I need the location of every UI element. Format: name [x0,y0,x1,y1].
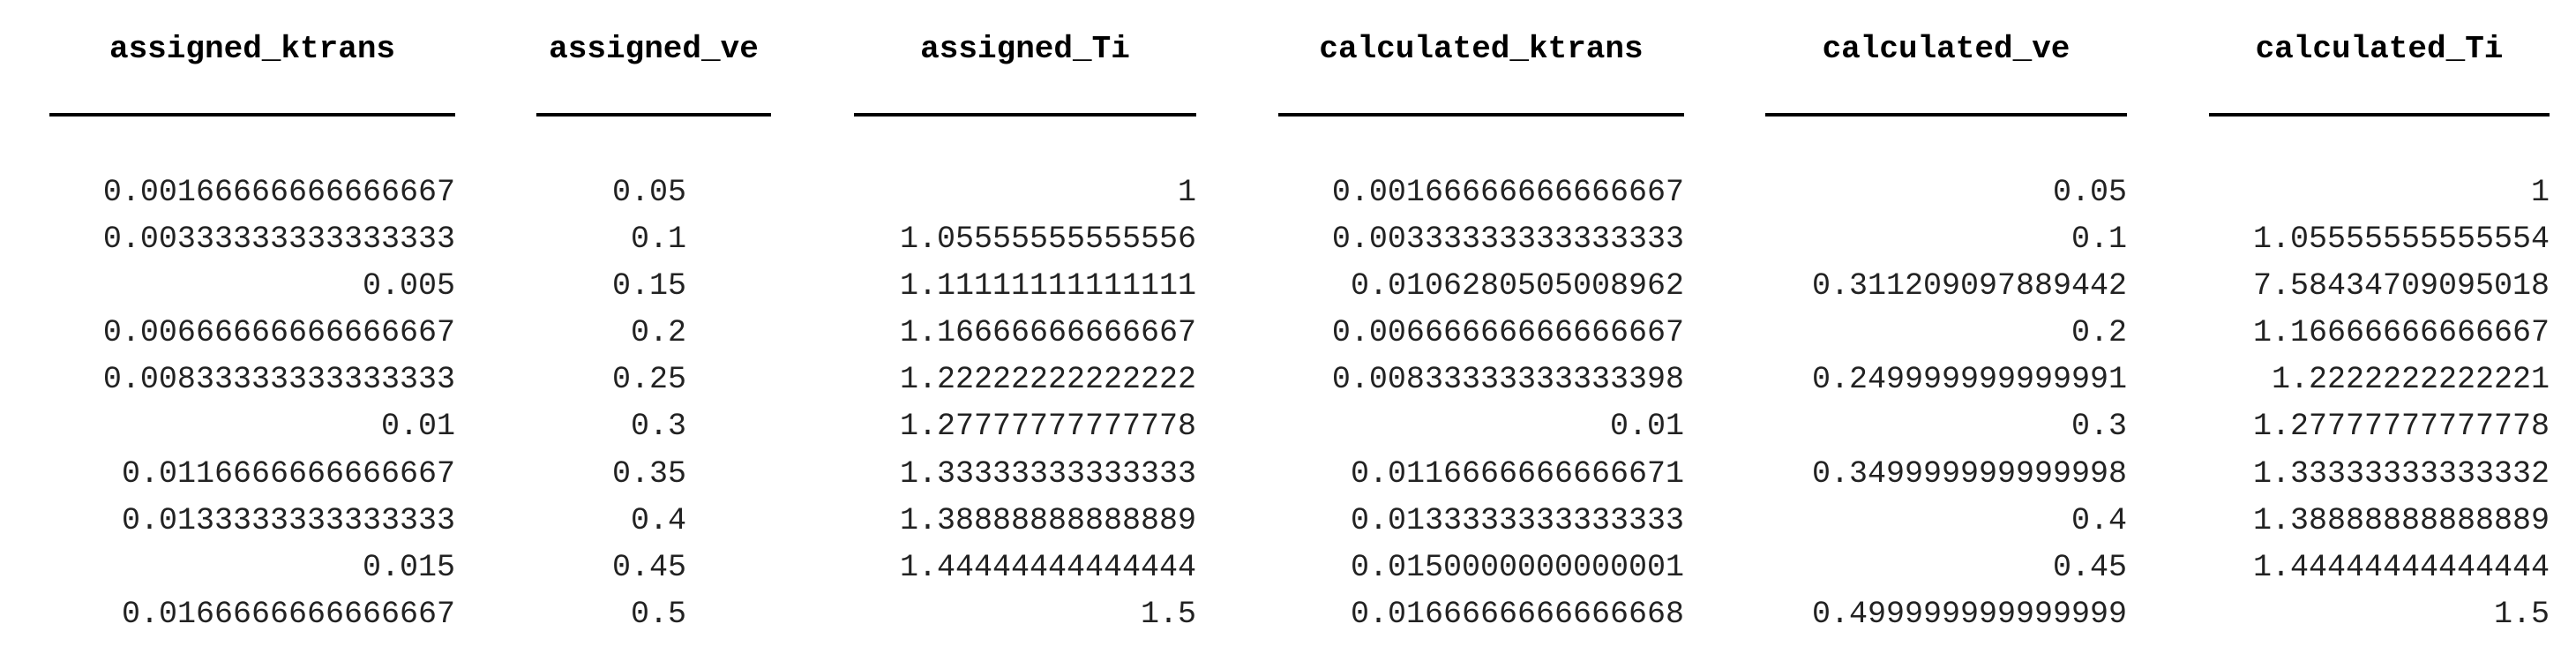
table-cell: 0.015 [362,549,455,585]
column-header: assigned_ktrans [109,31,396,67]
table-cell: 1.44444444444444 [2252,549,2550,585]
table-cell: 0.3 [630,409,686,445]
table-cell: 0.01 [1609,409,1684,445]
table-cell: 0.249999999999991 [1811,362,2127,398]
column-cells: 0.00166666666666667 0.00333333333333333 … [49,169,455,638]
column-cells: 0.00166666666666667 0.00333333333333333 … [1278,169,1684,638]
table-cell: 1.22222222222222 [899,362,1196,398]
table-cell: 0.00333333333333333 [1331,222,1684,258]
column-header: assigned_ve [549,31,759,67]
table-cell: 1.16666666666667 [2252,315,2550,351]
column-cells: 1 1.05555555555556 1.11111111111111 1.16… [854,169,1196,638]
table-cell: 1.27777777777778 [899,409,1196,445]
table-cell: 0.2 [630,315,686,351]
table-cell: 0.0116666666666667 [121,455,455,492]
column-cells: 0.05 0.1 0.15 0.2 0.25 0.3 0.35 0.4 0.45… [536,169,686,638]
table-cell: 0.00333333333333333 [102,222,455,258]
table-cell: 0.0106280505008962 [1350,268,1684,304]
header-underline [49,113,455,117]
table-cell: 0.311209097889442 [1811,268,2127,304]
column-cells: 1 1.05555555555554 7.58434709095018 1.16… [2209,169,2550,638]
column-header: calculated_ve [1822,31,2071,67]
table-cell: 0.0166666666666668 [1350,596,1684,632]
table-cell: 0.499999999999999 [1811,596,2127,632]
table-cell: 0.4 [2071,502,2127,538]
column-header: calculated_Ti [2255,31,2504,67]
table-cell: 0.00666666666666667 [102,315,455,351]
table-cell: 1.5 [2493,596,2550,632]
header-underline [1765,113,2127,117]
table-cell: 0.0150000000000001 [1350,549,1684,585]
table-cell: 1.05555555555556 [899,222,1196,258]
table-cell: 1.33333333333332 [2252,455,2550,492]
table-cell: 1 [1177,175,1196,210]
table-cell: 1.38888888888889 [899,502,1196,538]
table-cell: 1.27777777777778 [2252,409,2550,445]
table-cell: 0.1 [2071,222,2127,258]
table-cell: 0.45 [2052,549,2127,585]
table-cell: 0.25 [611,362,686,398]
table-cell: 0.01 [380,409,455,445]
table-cell: 0.0116666666666671 [1350,455,1684,492]
table-cell: 1.16666666666667 [899,315,1196,351]
table-cell: 1.11111111111111 [899,268,1196,304]
table-cell: 0.1 [630,222,686,258]
table-cell: 1.05555555555554 [2252,222,2550,258]
table-cell: 0.5 [630,596,686,632]
column-header: assigned_Ti [920,31,1130,67]
header-underline [536,113,771,117]
table-cell: 0.0133333333333333 [1350,502,1684,538]
table-cell: 1.2222222222221 [2271,362,2550,398]
header-underline [854,113,1196,117]
table-cell: 0.15 [611,268,686,304]
table-cell: 0.4 [630,502,686,538]
table-cell: 0.005 [362,268,455,304]
table-cell: 0.45 [611,549,686,585]
table-cell: 1.33333333333333 [899,455,1196,492]
table-cell: 0.2 [2071,315,2127,351]
table-cell: 0.00833333333333333 [102,362,455,398]
table-cell: 0.349999999999998 [1811,455,2127,492]
table-cell: 0.00666666666666667 [1331,315,1684,351]
table-cell: 1.44444444444444 [899,549,1196,585]
table-cell: 0.3 [2071,409,2127,445]
column-cells: 0.05 0.1 0.311209097889442 0.2 0.2499999… [1765,169,2127,638]
table-cell: 0.0133333333333333 [121,502,455,538]
table-cell: 1.5 [1140,596,1196,632]
table-cell: 0.35 [611,455,686,492]
header-underline [1278,113,1684,117]
table-cell: 0.00833333333333398 [1331,362,1684,398]
table-cell: 0.00166666666666667 [1331,175,1684,210]
table-cell: 0.05 [2052,175,2127,210]
header-underline [2209,113,2550,117]
table-cell: 0.0166666666666667 [121,596,455,632]
table-cell: 0.00166666666666667 [102,175,455,210]
column-header: calculated_ktrans [1319,31,1644,67]
table-cell: 1 [2530,175,2550,210]
table-cell: 0.05 [611,175,686,210]
table-cell: 1.38888888888889 [2252,502,2550,538]
table-cell: 7.58434709095018 [2252,268,2550,304]
